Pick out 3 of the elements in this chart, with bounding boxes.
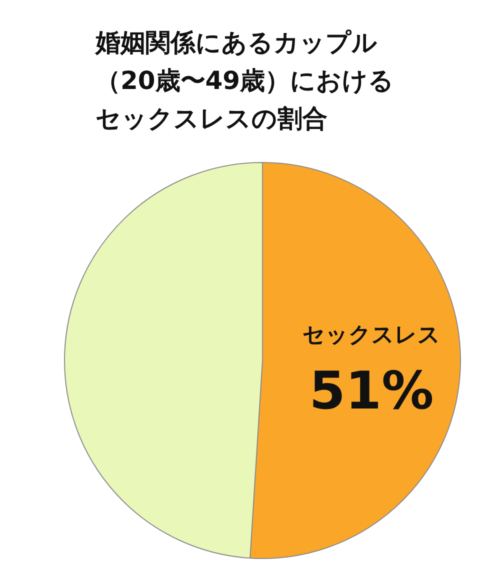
chart-title: 婚姻関係にあるカップル（20歳〜49歳）におけるセックスレスの割合 (94, 28, 394, 133)
slice-label: セックスレス (302, 323, 440, 348)
data-label: 51% (309, 362, 434, 422)
